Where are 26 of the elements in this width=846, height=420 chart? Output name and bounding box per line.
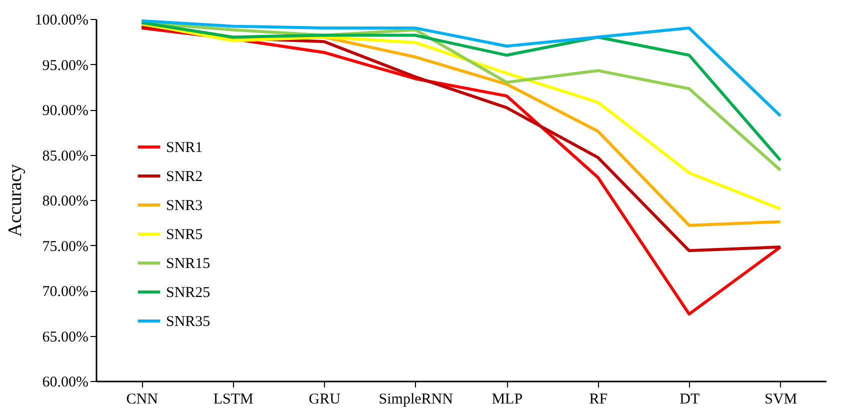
y-tick-label: 95.00% <box>42 58 88 74</box>
x-tick-label: GRU <box>308 392 341 408</box>
legend-label: SNR5 <box>166 227 203 243</box>
y-axis-title: Accuracy <box>4 164 26 237</box>
legend-label: SNR35 <box>166 314 210 330</box>
legend-label: SNR25 <box>166 285 210 301</box>
x-tick-label: MLP <box>492 392 523 408</box>
y-tick-label: 100.00% <box>34 12 88 28</box>
y-tick-label: 85.00% <box>42 148 88 164</box>
line-series <box>140 19 782 118</box>
x-tick-label: LSTM <box>213 392 254 408</box>
legend-label: SNR1 <box>166 140 203 156</box>
legend-label: SNR2 <box>166 169 203 185</box>
y-tick-label: 90.00% <box>42 103 88 119</box>
y-tick-label: 80.00% <box>42 194 88 210</box>
legend-label: SNR3 <box>166 198 203 214</box>
x-tick-label: SVM <box>764 392 798 408</box>
x-tick-label: CNN <box>126 392 158 408</box>
y-tick-label: 75.00% <box>42 238 88 255</box>
y-tick-label: 60.00% <box>42 374 88 390</box>
y-tick-label: 70.00% <box>42 284 88 300</box>
x-tick-label: RF <box>589 392 608 408</box>
x-tick-label: SimpleRNN <box>378 392 454 408</box>
y-tick-label: 65.00% <box>42 329 88 346</box>
legend-label: SNR15 <box>166 256 210 272</box>
x-tick-label: DT <box>680 392 700 408</box>
